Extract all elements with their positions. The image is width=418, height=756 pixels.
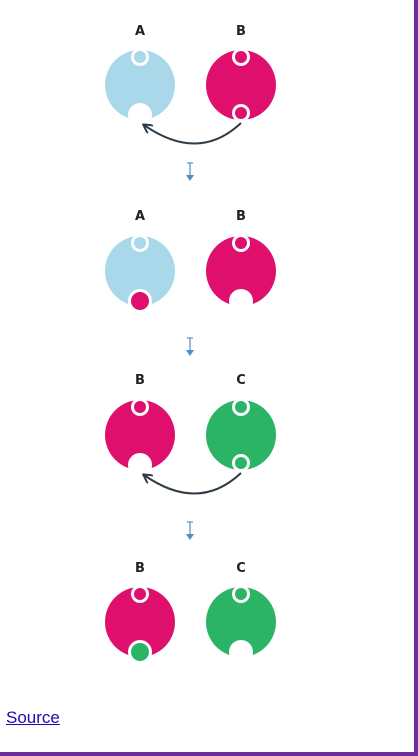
- step-3-left-disc: [105, 398, 175, 477]
- step-4-right-disc: [206, 585, 276, 664]
- step-3-transfer-arrow: [144, 472, 242, 495]
- step-1-right-label: B: [236, 24, 246, 39]
- step-arrow-3-head: [186, 534, 194, 540]
- step-2-right-disc: [206, 234, 276, 313]
- step-1-left-disc-top-ring-core: [134, 51, 146, 63]
- step-2-left-disc-bottom-token: [131, 292, 149, 310]
- step-2-right-disc-top-ring-core: [235, 237, 247, 249]
- step-1-left-disc-body: [105, 50, 175, 120]
- step-4-left-disc-body: [105, 587, 175, 657]
- step-4-left-label: B: [135, 561, 145, 576]
- step-2-right-label: B: [236, 209, 246, 224]
- step-4-left-disc-bottom-token: [131, 643, 149, 661]
- step-3-left-disc-top-ring-core: [134, 401, 146, 413]
- step-arrow-1: [186, 162, 194, 181]
- source-link[interactable]: Source: [6, 708, 60, 727]
- step-3-left-disc-bottom-notch: [128, 453, 152, 477]
- step-4-left-disc: [105, 585, 175, 664]
- step-4: B C: [105, 561, 276, 664]
- step-1-transfer-arrow: [144, 122, 242, 145]
- step-1-left-disc: [105, 48, 175, 127]
- step-arrow-2: [186, 337, 194, 356]
- step-3-right-disc-top-ring-core: [235, 401, 247, 413]
- step-1-right-disc-body: [206, 50, 276, 120]
- step-1-left-disc-bottom-notch: [128, 103, 152, 127]
- step-2-right-disc-bottom-notch: [229, 289, 253, 313]
- step-arrow-3: [186, 521, 194, 540]
- step-1-left-label: A: [135, 24, 145, 39]
- step-3-right-label: C: [236, 373, 246, 388]
- step-3-right-disc: [206, 398, 276, 472]
- step-3-right-disc-bottom-ring-core: [235, 457, 247, 469]
- step-2: A B: [105, 209, 276, 313]
- step-2-left-label: A: [135, 209, 145, 224]
- step-4-right-disc-bottom-notch: [229, 640, 253, 664]
- step-4-left-disc-top-ring-core: [134, 588, 146, 600]
- step-2-left-disc-top-ring-core: [134, 237, 146, 249]
- step-3-right-disc-body: [206, 400, 276, 470]
- step-1: A B: [105, 24, 276, 145]
- step-1-right-disc-bottom-ring-core: [235, 107, 247, 119]
- step-1-right-disc-top-ring-core: [235, 51, 247, 63]
- step-3-left-disc-body: [105, 400, 175, 470]
- step-2-right-disc-body: [206, 236, 276, 306]
- step-2-left-disc: [105, 234, 175, 313]
- step-4-right-disc-top-ring-core: [235, 588, 247, 600]
- step-arrow-2-head: [186, 350, 194, 356]
- step-4-right-disc-body: [206, 587, 276, 657]
- step-3-left-label: B: [135, 373, 145, 388]
- step-1-right-disc: [206, 48, 276, 122]
- step-4-right-label: C: [236, 561, 246, 576]
- step-2-left-disc-body: [105, 236, 175, 306]
- step-3: B C: [105, 373, 276, 495]
- step-arrow-1-head: [186, 175, 194, 181]
